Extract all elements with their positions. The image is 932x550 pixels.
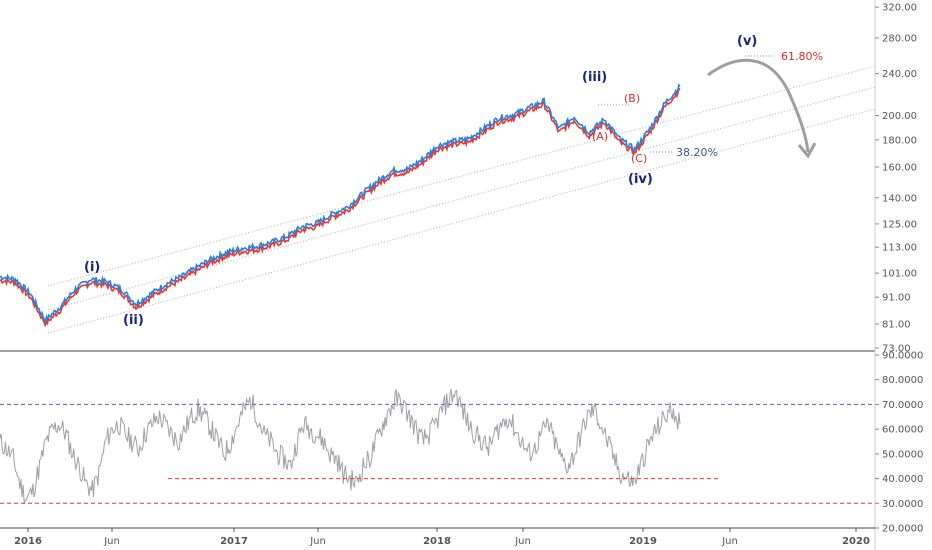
price-ytick-label: 280.00 — [882, 33, 917, 44]
price-ytick-label: 91.00 — [882, 293, 911, 304]
wave-i-label: (i) — [84, 260, 100, 275]
rsi-y-axis: 20.0000 30.0000 40.0000 50.0000 60.0000 70.00… — [875, 351, 923, 535]
xtick-label: 2018 — [423, 536, 451, 547]
price-ytick-label: 125.00 — [882, 219, 917, 230]
fib-upper-label: 61.80% — [781, 50, 823, 63]
time-x-axis: 2016 Jun 2017 Jun 2018 Jun 2019 Jun 2020 — [14, 528, 870, 547]
projection-arrow — [707, 58, 810, 153]
xtick-label: 2016 — [14, 536, 42, 547]
wave-ii-label: (ii) — [123, 313, 144, 328]
xtick-label: Jun — [103, 536, 120, 547]
wave-c-label: (C) — [631, 152, 647, 165]
xtick-label: Jun — [514, 536, 531, 547]
wave-a-label: (A) — [592, 130, 608, 143]
price-ytick-label: 101.00 — [882, 269, 917, 280]
xtick-label: 2020 — [842, 536, 870, 547]
price-ytick-label: 73.00 — [882, 344, 911, 355]
wave-iv-label: (iv) — [628, 172, 653, 187]
price-ytick-label: 200.00 — [882, 111, 917, 122]
wave-iii-label: (iii) — [582, 70, 607, 85]
xtick-label: 2019 — [629, 536, 657, 547]
rsi-ytick-label: 20.0000 — [882, 524, 923, 535]
rsi-ytick-label: 90.0000 — [882, 351, 923, 362]
rsi-reference-lines — [0, 403, 875, 504]
price-y-axis: 73.00 81.00 91.00 101.00 113.00 125.00 140.00 1… — [875, 3, 917, 355]
xtick-label: 2017 — [220, 536, 248, 547]
price-ytick-label: 113.00 — [882, 243, 917, 254]
price-ytick-label: 81.00 — [882, 320, 911, 331]
xtick-label: Jun — [721, 536, 738, 547]
price-series — [0, 83, 681, 327]
wave-v-label: (v) — [737, 34, 757, 49]
projection-arrow-head — [797, 142, 817, 159]
rsi-ytick-label: 70.0000 — [882, 400, 923, 411]
wave-b-label: (B) — [624, 92, 640, 105]
price-ytick-label: 180.00 — [882, 135, 917, 146]
rsi-ytick-label: 60.0000 — [882, 425, 923, 436]
rsi-ytick-label: 80.0000 — [882, 375, 923, 386]
rsi-series — [0, 388, 681, 504]
rsi-ytick-label: 30.0000 — [882, 499, 923, 510]
fib-lower-label: 38.20% — [676, 146, 718, 159]
price-ytick-label: 320.00 — [882, 3, 917, 14]
price-ytick-label: 240.00 — [882, 69, 917, 80]
rsi-ytick-label: 50.0000 — [882, 449, 923, 460]
rsi-line — [0, 388, 681, 504]
price-ytick-label: 160.00 — [882, 162, 917, 173]
rsi-ytick-label: 40.0000 — [882, 474, 923, 485]
xtick-label: Jun — [309, 536, 326, 547]
price-ytick-label: 140.00 — [882, 193, 917, 204]
price-line-blue — [0, 83, 681, 323]
